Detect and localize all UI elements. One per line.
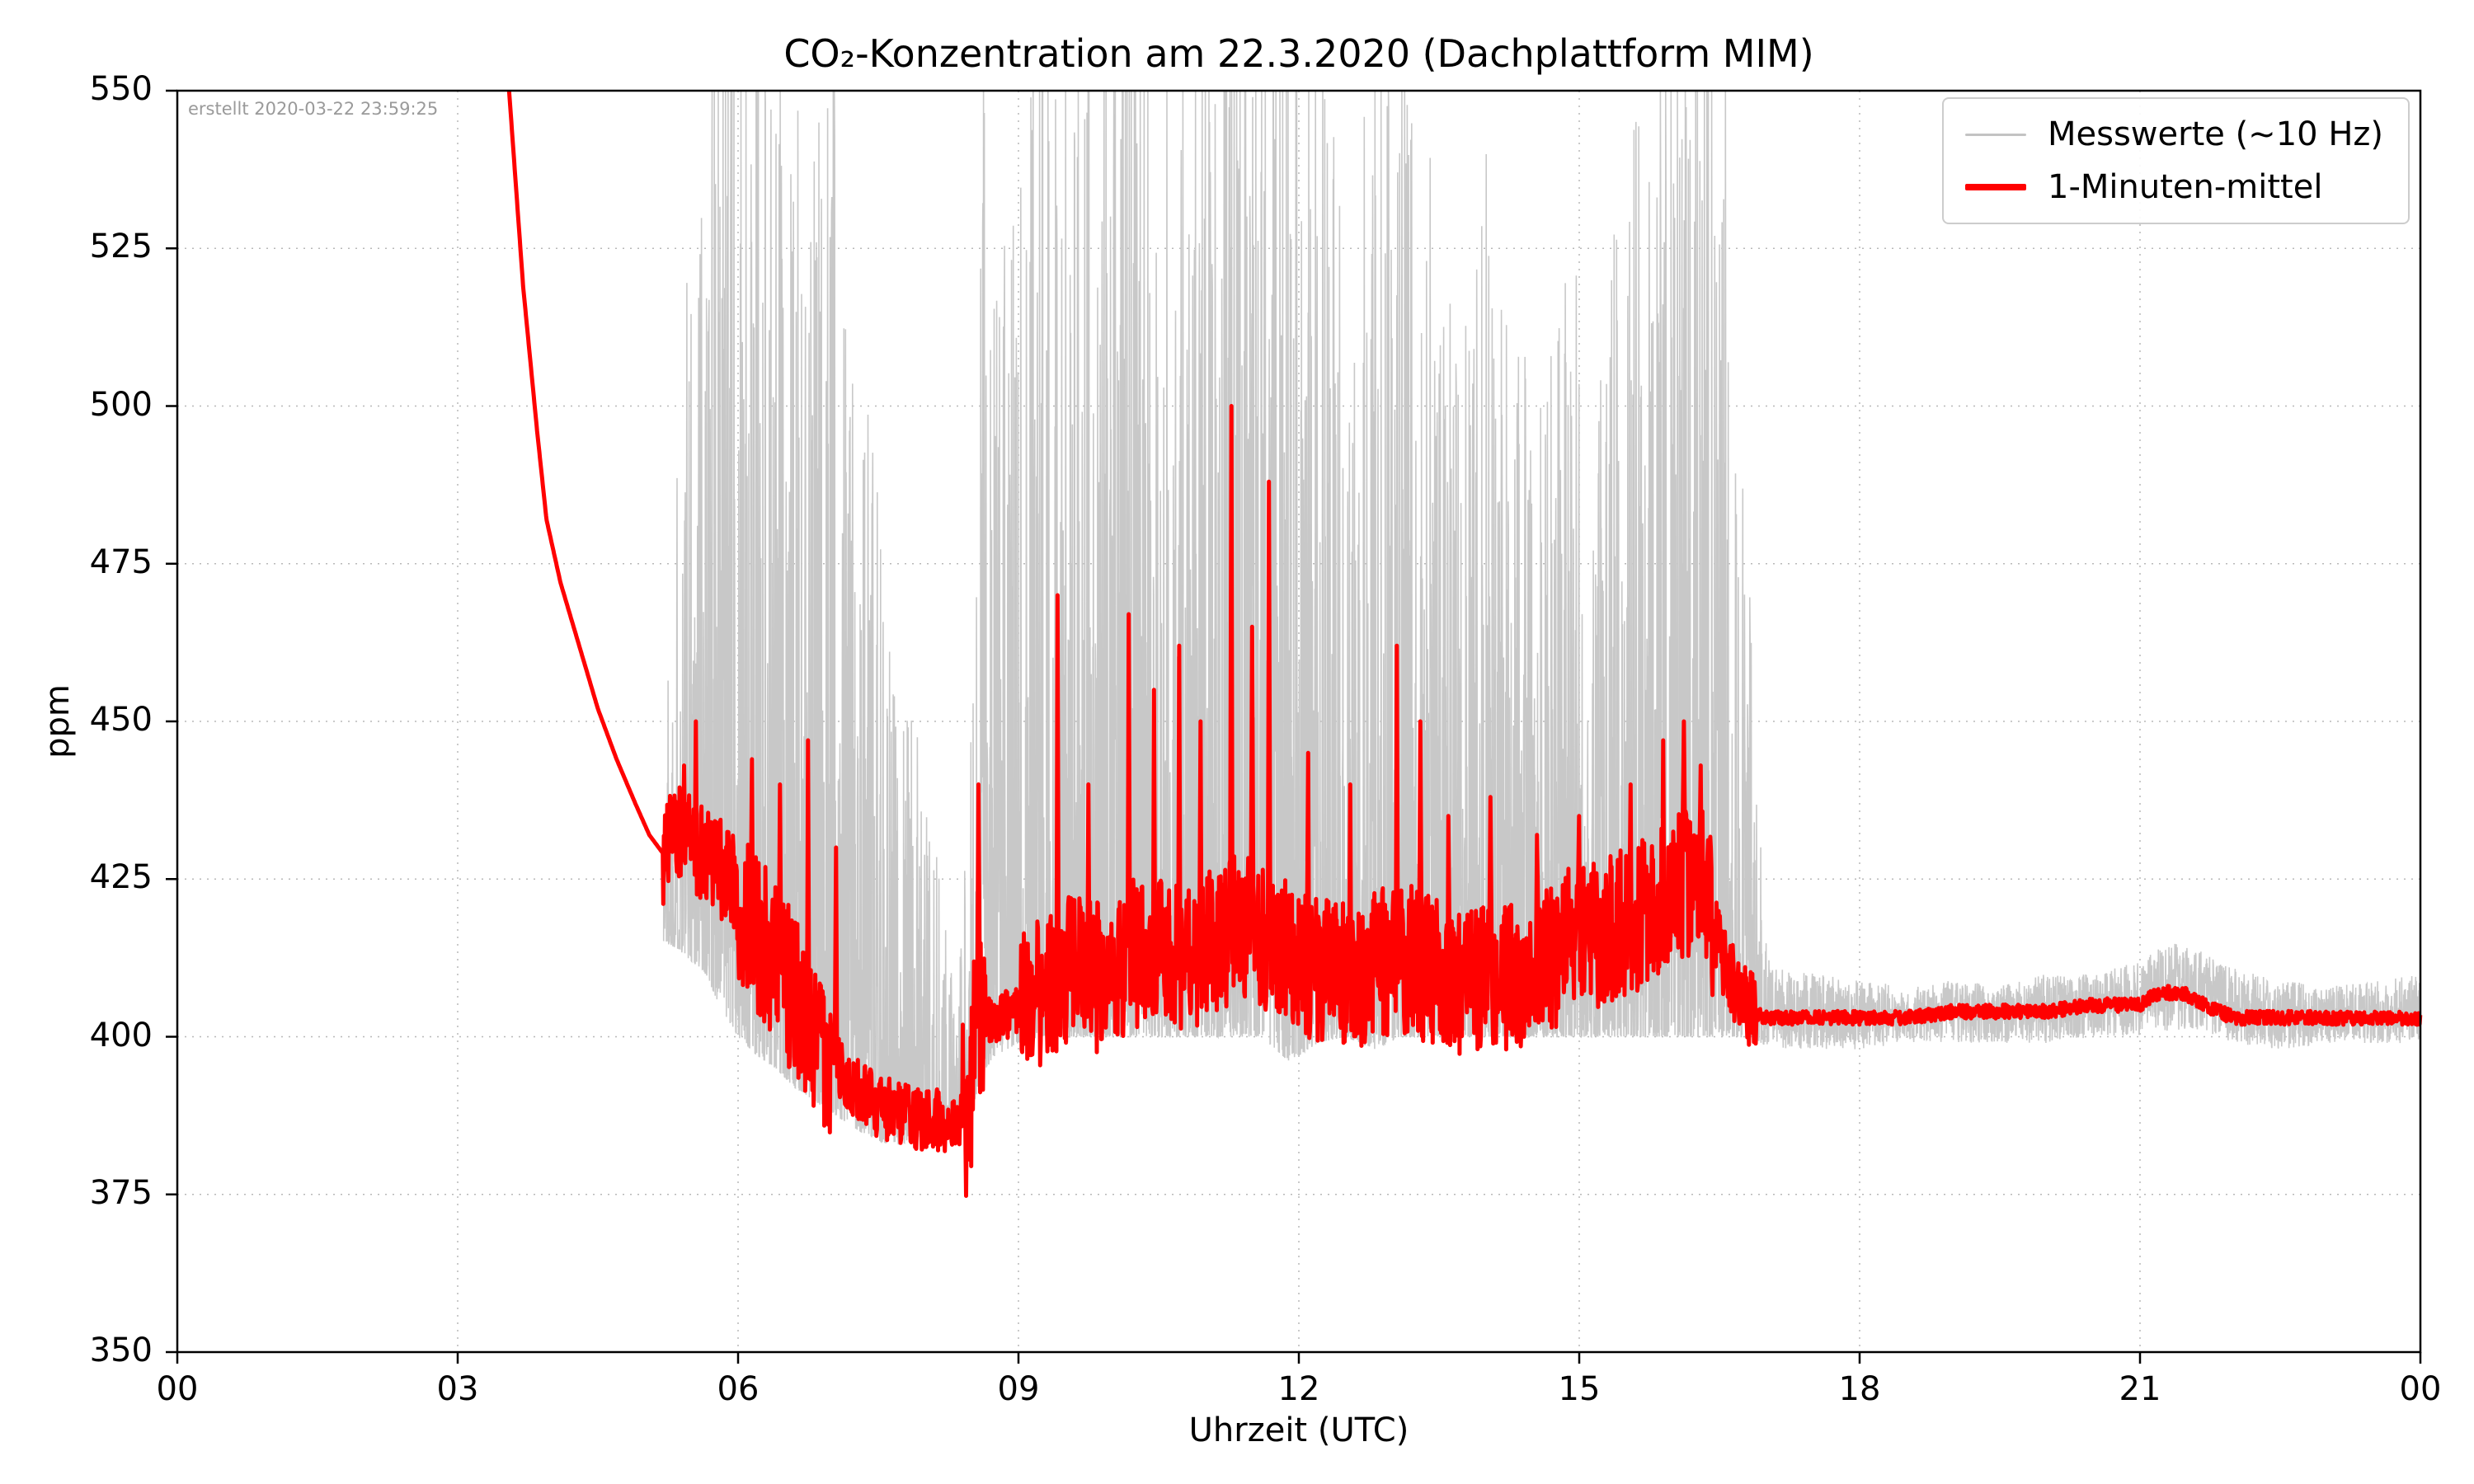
legend-entry-minutenmittel: 1-Minuten-mittel (1965, 168, 2383, 206)
legend-label-minutenmittel: 1-Minuten-mittel (2048, 168, 2323, 206)
y-tick-label: 375 (89, 1173, 153, 1212)
legend: Messwerte (~10 Hz) 1-Minuten-mittel (1942, 97, 2410, 224)
x-tick-label: 09 (997, 1370, 1040, 1408)
x-tick-label: 06 (717, 1370, 760, 1408)
x-tick-label: 12 (1277, 1370, 1320, 1408)
x-tick-label: 00 (2399, 1370, 2442, 1408)
x-axis-label: Uhrzeit (UTC) (1188, 1411, 1409, 1449)
minutenmittel-line-sample (1965, 184, 2026, 190)
y-tick-label: 475 (89, 542, 153, 581)
legend-entry-messwerte: Messwerte (~10 Hz) (1965, 115, 2383, 153)
legend-label-messwerte: Messwerte (~10 Hz) (2048, 115, 2383, 153)
y-tick-label: 550 (89, 70, 153, 108)
x-tick-label: 21 (2119, 1370, 2161, 1408)
y-tick-label: 500 (89, 385, 153, 424)
created-timestamp: erstellt 2020-03-22 23:59:25 (188, 99, 439, 119)
y-tick-label: 450 (89, 701, 153, 739)
y-tick-label: 350 (89, 1331, 153, 1369)
x-tick-label: 03 (436, 1370, 479, 1408)
x-tick-label: 15 (1558, 1370, 1601, 1408)
y-tick-label: 425 (89, 858, 153, 897)
messwerte-line-sample (1965, 133, 2026, 136)
chart-title: CO₂-Konzentration am 22.3.2020 (Dachplat… (783, 31, 1814, 76)
y-tick-label: 400 (89, 1016, 153, 1054)
x-tick-label: 18 (1838, 1370, 1881, 1408)
y-tick-label: 525 (89, 228, 153, 266)
x-tick-label: 00 (156, 1370, 199, 1408)
